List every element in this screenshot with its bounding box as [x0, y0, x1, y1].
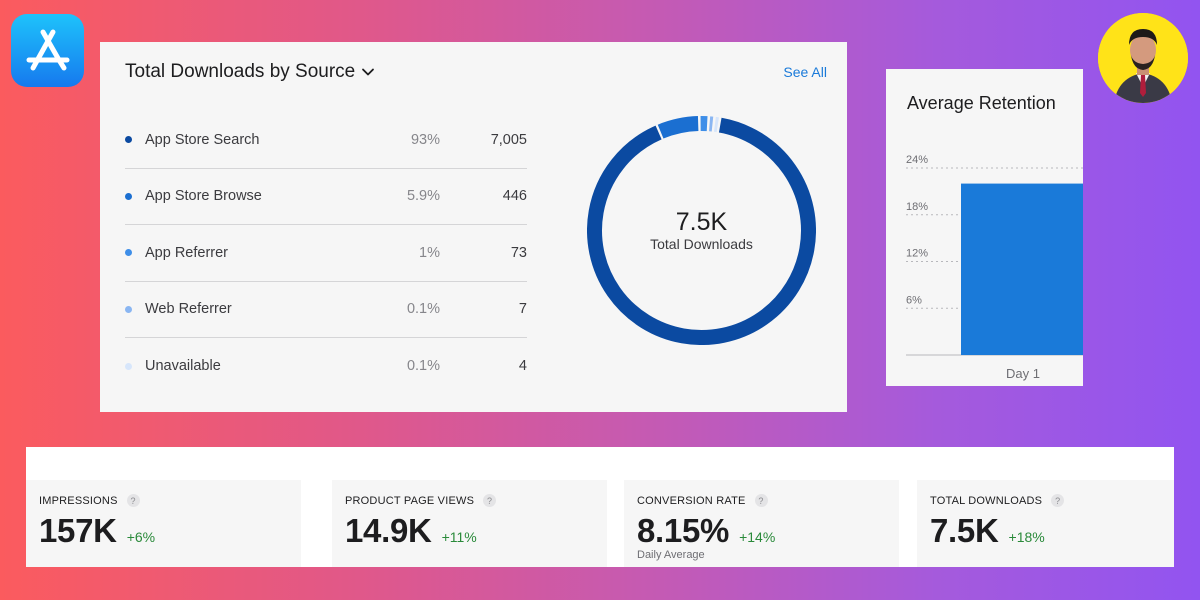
- kpi-value: 157K: [39, 512, 117, 549]
- card-header: Total Downloads by Source See All: [125, 60, 827, 84]
- retention-bar[interactable]: [961, 183, 1083, 355]
- source-percent: 1%: [419, 244, 440, 261]
- chevron-down-icon: [362, 68, 375, 76]
- help-icon[interactable]: ?: [1051, 494, 1065, 507]
- source-count: 73: [510, 244, 527, 261]
- donut-total-label: Total Downloads: [650, 236, 753, 253]
- kpi-change: +6%: [126, 529, 156, 545]
- kpi-label: CONVERSION RATE: [637, 494, 746, 507]
- donut-total-value: 7.5K: [675, 207, 728, 236]
- kpi-label-row: IMPRESSIONS ?: [39, 494, 140, 507]
- kpi-change: +14%: [739, 529, 776, 545]
- legend-dot: [125, 136, 132, 144]
- kpi-label-row: TOTAL DOWNLOADS ?: [930, 494, 1065, 507]
- source-count: 4: [518, 358, 527, 375]
- donut-slice-unavailable[interactable]: [587, 116, 816, 345]
- source-percent: 0.1%: [406, 301, 440, 318]
- kpi-subtitle: Daily Average: [637, 549, 705, 561]
- kpi-total-downloads[interactable]: TOTAL DOWNLOADS ? 7.5K +18%: [917, 480, 1174, 567]
- kpi-label-row: CONVERSION RATE ?: [637, 494, 768, 507]
- kpi-impressions[interactable]: IMPRESSIONS ? 157K +6%: [26, 480, 301, 567]
- kpi-value-row: 7.5K +18%: [930, 512, 1045, 550]
- source-row[interactable]: Web Referrer 0.1% 7: [125, 282, 527, 338]
- kpi-change: +11%: [441, 529, 477, 545]
- help-icon[interactable]: ?: [754, 494, 768, 507]
- source-name: Unavailable: [145, 358, 221, 375]
- legend-dot: [125, 192, 132, 200]
- kpi-label: IMPRESSIONS: [39, 494, 118, 507]
- legend-dot: [125, 305, 132, 313]
- source-row[interactable]: App Store Search 93% 7,005: [125, 112, 527, 169]
- source-name: App Referrer: [145, 244, 229, 261]
- donut-center: 7.5K Total Downloads: [587, 116, 816, 345]
- source-row[interactable]: Unavailable 0.1% 4: [125, 338, 527, 395]
- kpi-label: PRODUCT PAGE VIEWS: [345, 494, 475, 507]
- kpi-product-page-views[interactable]: PRODUCT PAGE VIEWS ? 14.9K +11%: [332, 480, 607, 567]
- x-tick-label: Day 1: [1006, 366, 1040, 381]
- kpi-change: +18%: [1008, 529, 1045, 545]
- y-tick-label: 6%: [906, 294, 922, 306]
- help-icon[interactable]: ?: [483, 494, 497, 507]
- source-count: 7,005: [490, 131, 527, 148]
- source-count: 7: [518, 301, 527, 318]
- donut-slice-web-referrer[interactable]: [587, 116, 816, 345]
- source-percent: 0.1%: [406, 358, 440, 375]
- kpi-value-row: 14.9K +11%: [345, 512, 477, 550]
- source-percent: 93%: [410, 131, 440, 148]
- kpi-value: 14.9K: [345, 512, 432, 549]
- source-row[interactable]: App Referrer 1% 73: [125, 225, 527, 282]
- kpi-strip: IMPRESSIONS ? 157K +6% PRODUCT PAGE VIEW…: [26, 447, 1174, 567]
- app-store-icon: [11, 14, 84, 87]
- source-name: App Store Search: [145, 131, 260, 148]
- source-dropdown[interactable]: Total Downloads by Source: [125, 61, 375, 83]
- y-tick-label: 12%: [906, 248, 928, 260]
- kpi-label: TOTAL DOWNLOADS: [930, 494, 1043, 507]
- kpi-value-row: 8.15% +14%: [637, 512, 775, 550]
- downloads-donut-chart[interactable]: 7.5K Total Downloads: [587, 116, 816, 345]
- average-retention-card: Average Retention 6% 12% 18% 24% Day 1: [886, 69, 1083, 386]
- kpi-value: 7.5K: [930, 512, 999, 549]
- retention-bar-chart[interactable]: 6% 12% 18% 24% Day 1: [886, 69, 1083, 386]
- avatar[interactable]: [1098, 13, 1188, 103]
- help-icon[interactable]: ?: [126, 494, 140, 507]
- source-percent: 5.9%: [406, 188, 440, 205]
- app-store-glyph: [26, 29, 69, 70]
- source-count: 446: [502, 188, 527, 205]
- card-title: Total Downloads by Source: [125, 61, 356, 82]
- see-all-link[interactable]: See All: [783, 64, 827, 80]
- downloads-by-source-card: Total Downloads by Source See All App St…: [100, 42, 847, 412]
- y-tick-label: 24%: [906, 154, 928, 166]
- user-avatar-icon: [1098, 13, 1188, 103]
- legend-dot: [125, 249, 132, 257]
- kpi-label-row: PRODUCT PAGE VIEWS ?: [345, 494, 497, 507]
- y-tick-label: 18%: [906, 201, 928, 213]
- source-row[interactable]: App Store Browse 5.9% 446: [125, 169, 527, 225]
- kpi-conversion-rate[interactable]: CONVERSION RATE ? 8.15% +14% Daily Avera…: [624, 480, 899, 567]
- donut-svg: [587, 116, 816, 345]
- kpi-value: 8.15%: [637, 512, 730, 549]
- donut-slice-search[interactable]: [587, 116, 816, 345]
- source-name: App Store Browse: [145, 188, 262, 205]
- kpi-value-row: 157K +6%: [39, 512, 155, 550]
- retention-title: Average Retention: [907, 93, 1056, 113]
- source-list: App Store Search 93% 7,005 App Store Bro…: [125, 112, 527, 395]
- legend-dot: [125, 362, 132, 370]
- source-name: Web Referrer: [145, 301, 232, 318]
